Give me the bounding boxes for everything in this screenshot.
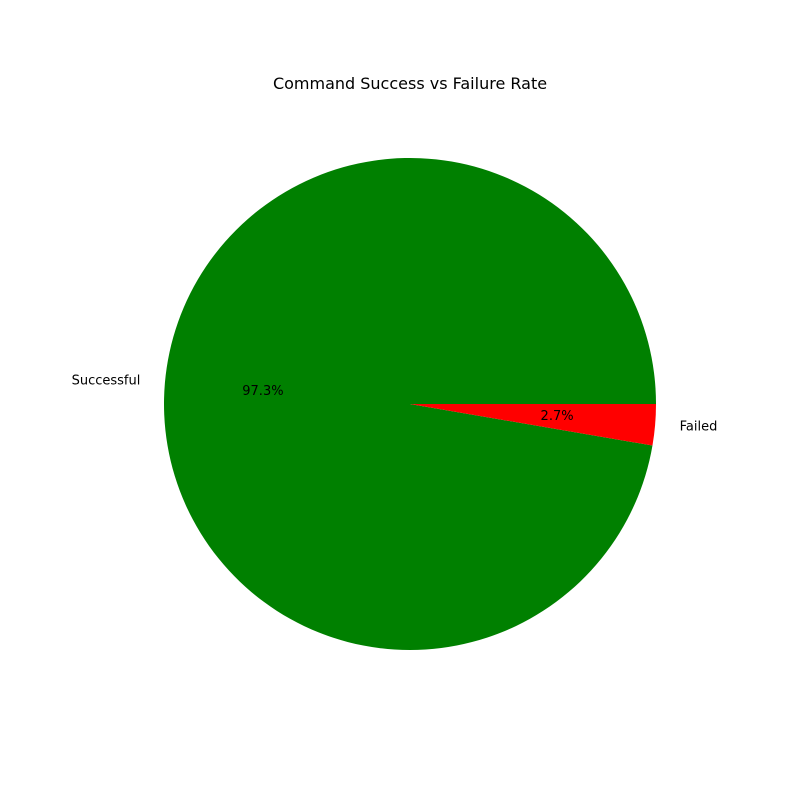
pie-percent-successful: 97.3% [242, 384, 283, 399]
pie-slice-failed [410, 404, 656, 446]
pie-labels: Successful 97.3% Failed 2.7% [72, 374, 718, 435]
pie-percent-failed: 2.7% [541, 409, 574, 424]
pie-slices [163, 157, 656, 651]
pie-slice-successful [163, 157, 656, 651]
chart-title: Command Success vs Failure Rate [273, 74, 547, 93]
pie-label-successful: Successful [72, 374, 141, 389]
pie-label-failed: Failed [680, 419, 718, 434]
